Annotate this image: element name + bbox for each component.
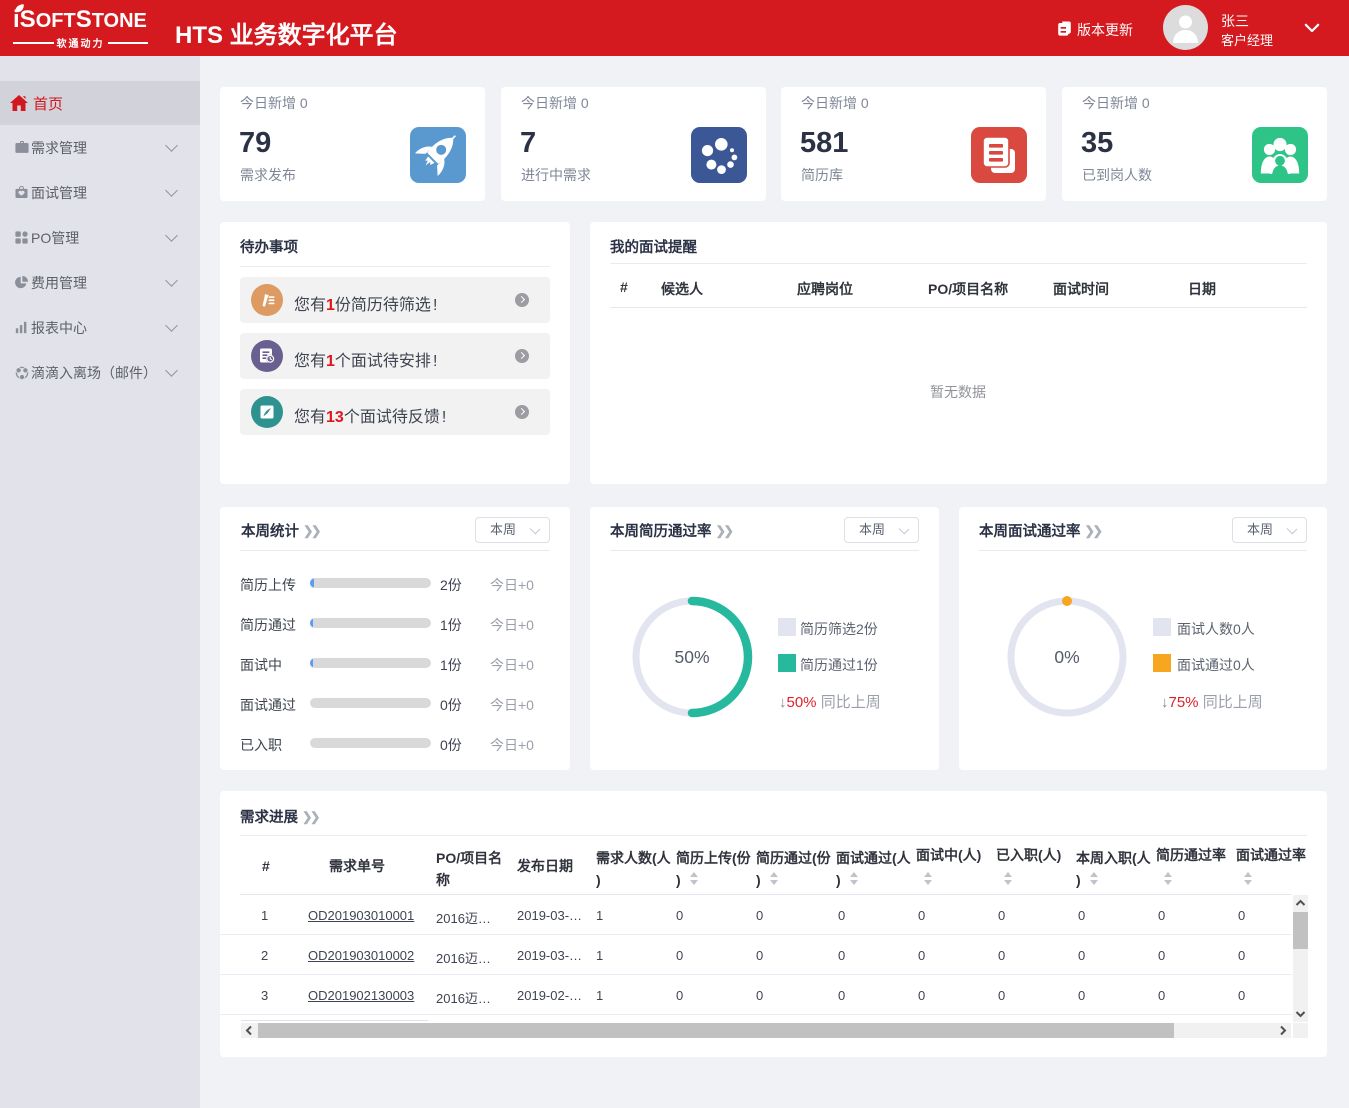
svg-text:50%: 50% [674,647,709,667]
svg-text:0%: 0% [1054,647,1079,667]
